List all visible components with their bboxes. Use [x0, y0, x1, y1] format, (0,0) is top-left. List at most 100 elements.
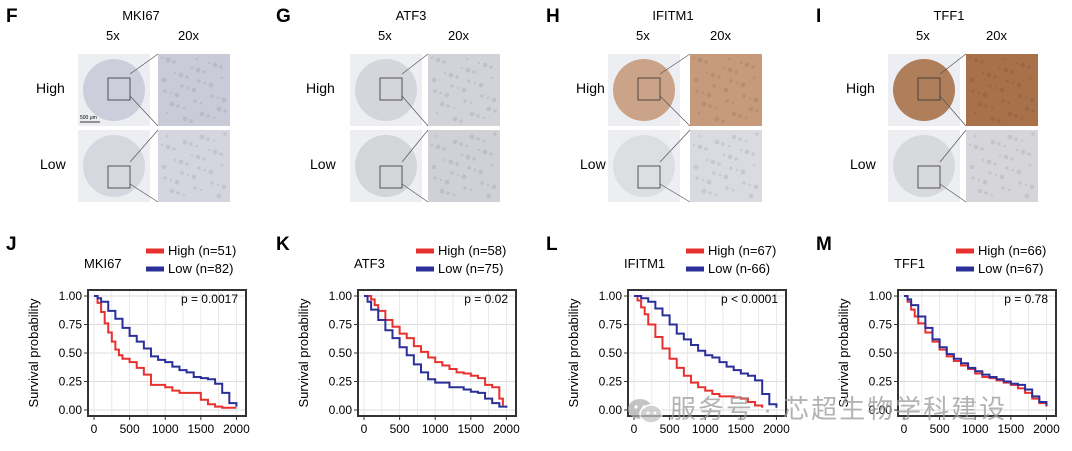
ihc-texture-speck — [176, 104, 180, 108]
ihc-connector-line — [939, 183, 967, 203]
ihc-texture-speck — [977, 188, 983, 194]
ihc-texture-speck — [1007, 111, 1013, 117]
ihc-texture-speck — [459, 142, 463, 146]
ihc-texture-speck — [710, 72, 716, 78]
ihc-texture-speck — [439, 178, 443, 182]
ihc-texture-speck — [714, 139, 720, 145]
ihc-texture-speck — [973, 57, 979, 63]
ihc-texture-speck — [988, 171, 992, 175]
ihc-texture-speck — [695, 89, 699, 93]
km-chart: J MKI67 0.00 0.25 0.50 0.75 1.00 0 500 1000 1500 20… — [6, 234, 250, 436]
x-tick-label: 2000 — [763, 422, 790, 436]
ihc-texture-speck — [738, 137, 742, 141]
ihc-connector-line — [659, 95, 691, 127]
ihc-texture-speck — [994, 86, 998, 90]
ihc-texture-speck — [752, 163, 756, 167]
ihc-texture-speck — [486, 183, 490, 187]
ihc-texture-speck — [752, 76, 756, 80]
x-tick-label: 1000 — [422, 422, 449, 436]
ihc-low-inset-box — [379, 165, 403, 189]
panel-letter: F — [6, 6, 18, 27]
ihc-texture-speck — [173, 71, 177, 75]
ihc-texture-speck — [165, 134, 169, 138]
ihc-texture-speck — [748, 106, 754, 112]
ihc-texture-speck — [199, 101, 203, 105]
ihc-texture-speck — [480, 181, 484, 185]
row-label-low: Low — [40, 156, 66, 172]
ihc-texture-speck — [1028, 76, 1032, 80]
ihc-texture-speck — [973, 144, 979, 150]
ihc-texture-speck — [435, 111, 439, 115]
ihc-texture-speck — [725, 99, 729, 103]
km-curve-high — [634, 295, 764, 408]
ihc-texture-speck — [165, 144, 171, 150]
ihc-texture-speck — [1020, 139, 1024, 143]
ihc-texture-speck — [473, 81, 477, 85]
ihc-texture-speck — [216, 193, 222, 199]
ihc-texture-speck — [712, 171, 716, 175]
ihc-texture-speck — [197, 166, 201, 170]
ihc-texture-speck — [993, 162, 997, 166]
ihc-texture-speck — [489, 65, 493, 69]
ihc-texture-speck — [467, 166, 471, 170]
y-tick-label: 0.50 — [59, 346, 83, 360]
panel-letter: I — [816, 6, 822, 27]
ihc-texture-speck — [734, 70, 738, 74]
row-label-high: High — [306, 80, 335, 96]
y-axis-label: Survival probability — [566, 298, 581, 408]
ihc-texture-speck — [160, 143, 164, 147]
x-tick-label: 1500 — [187, 422, 214, 436]
ihc-texture-speck — [197, 79, 201, 83]
ihc-texture-speck — [735, 81, 739, 85]
ihc-texture-speck — [195, 57, 199, 61]
ihc-texture-speck — [701, 91, 705, 95]
ihc-texture-speck — [701, 178, 705, 182]
y-axis-label: Survival probability — [26, 298, 41, 408]
ihc-texture-speck — [704, 147, 708, 151]
ihc-texture-speck — [973, 134, 977, 138]
ihc-texture-speck — [491, 97, 497, 103]
ihc-texture-speck — [1014, 137, 1018, 141]
ihc-texture-speck — [740, 82, 746, 88]
ihc-connector-line — [401, 183, 429, 203]
ihc-texture-speck — [452, 193, 456, 197]
ihc-texture-speck — [160, 56, 164, 60]
row-label-high: High — [36, 80, 65, 96]
ihc-texture-speck — [486, 96, 490, 100]
y-tick-label: 0.50 — [869, 346, 893, 360]
ihc-texture-speck — [748, 96, 752, 100]
km-curve-low — [904, 295, 1048, 406]
y-tick-label: 0.75 — [59, 318, 83, 332]
ihc-texture-speck — [969, 77, 975, 83]
ihc-texture-speck — [990, 106, 994, 110]
ihc-texture-speck — [182, 106, 186, 110]
y-tick-label: 0.00 — [59, 403, 83, 417]
ihc-texture-speck — [460, 153, 464, 157]
p-value: p < 0.0001 — [721, 292, 778, 306]
panel-letter: L — [546, 234, 558, 255]
ihc-texture-speck — [477, 148, 481, 152]
ihc-texture-speck — [172, 60, 176, 64]
panel-letter: J — [6, 234, 17, 255]
ihc-texture-speck — [993, 75, 997, 79]
ihc-texture-speck — [185, 75, 189, 79]
ihc-texture-speck — [738, 114, 742, 118]
scale-bar-label: 500 μm — [80, 115, 97, 121]
ihc-texture-speck — [202, 157, 206, 161]
ihc-texture-speck — [216, 96, 220, 100]
ihc-texture-speck — [697, 111, 701, 115]
ihc-texture-speck — [444, 92, 450, 98]
ihc-texture-speck — [977, 178, 981, 182]
ihc-texture-speck — [161, 164, 167, 170]
ihc-high-inset-box — [107, 77, 131, 101]
p-value: p = 0.78 — [1004, 292, 1048, 306]
ihc-texture-speck — [729, 166, 733, 170]
ihc-texture-speck — [1028, 163, 1032, 167]
km-chart: L IFITM1 0.00 0.25 0.50 0.75 1.00 0 500 1000 1500 2… — [546, 234, 790, 436]
ihc-texture-speck — [990, 116, 996, 122]
ihc-texture-speck — [981, 71, 985, 75]
ihc-texture-speck — [1003, 57, 1007, 61]
ihc-texture-speck — [998, 153, 1002, 157]
ihc-texture-speck — [452, 116, 458, 122]
ihc-texture-speck — [186, 173, 190, 177]
